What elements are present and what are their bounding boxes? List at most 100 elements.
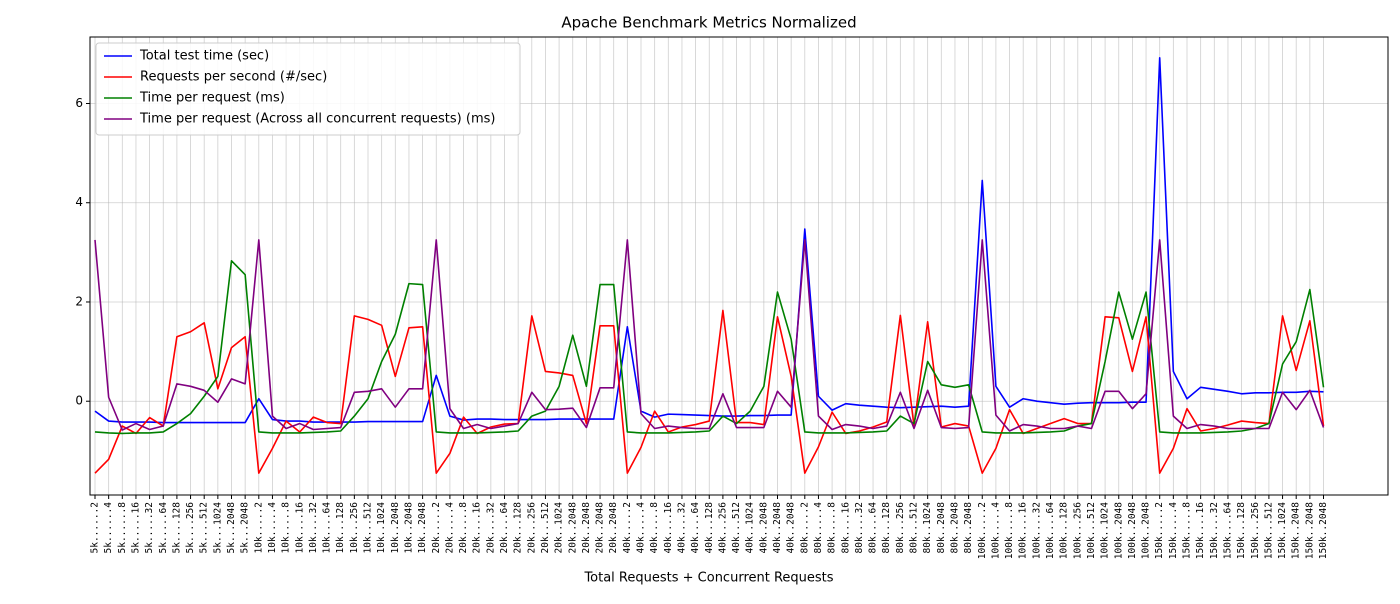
x-tick-label: 150k...256 (1250, 502, 1261, 559)
legend-label: Total test time (sec) (139, 49, 269, 64)
x-axis-label: Total Requests + Concurrent Requests (583, 571, 833, 586)
x-tick-label: 5k....128 (171, 502, 182, 554)
x-tick-label: 20k...128 (513, 502, 524, 554)
x-tick-label: 80k...512 (909, 502, 920, 553)
x-tick-label: 10k.....4 (267, 502, 278, 554)
x-tick-label: 80k.....2 (799, 502, 810, 553)
x-tick-label: 150k..1024 (1277, 502, 1288, 559)
x-tick-label: 40k.....8 (649, 502, 660, 554)
x-tick-label: 80k..2048 (963, 502, 974, 554)
x-tick-label: 100k....16 (1018, 502, 1029, 559)
x-tick-label: 150k..2048 (1318, 502, 1329, 559)
x-tick-label: 20k..2048 (567, 502, 578, 554)
x-tick-label: 5k.....16 (130, 502, 141, 554)
x-tick-label: 100k.....8 (1004, 502, 1015, 559)
x-tick-label: 20k.....2 (431, 502, 442, 553)
legend-label: Requests per second (#/sec) (140, 70, 327, 85)
x-tick-label: 150k.....8 (1182, 502, 1193, 559)
x-tick-label: 100k....64 (1045, 502, 1056, 559)
x-tick-label: 20k...512 (540, 502, 551, 553)
series-line (94, 309, 1325, 474)
x-tick-label: 100k..1024 (1100, 502, 1111, 559)
x-tick-label: 20k..2048 (581, 502, 592, 554)
x-tick-label: 80k..2048 (949, 502, 960, 554)
x-tick-label: 150k....16 (1195, 502, 1206, 559)
x-tick-label: 150k.....4 (1168, 502, 1179, 559)
x-tick-label: 80k.....8 (827, 502, 838, 554)
legend-label: Time per request (ms) (139, 91, 285, 106)
x-tick-label: 100k...256 (1072, 502, 1083, 559)
x-tick-label: 20k....32 (485, 502, 496, 553)
x-tick-label: 80k...128 (881, 502, 892, 554)
x-tick-label: 5k......4 (103, 502, 114, 554)
x-tick-label: 40k.....2 (622, 502, 633, 553)
x-tick-label: 20k.....4 (444, 502, 455, 554)
x-tick-label: 5k...2048 (240, 502, 251, 554)
x-tick-label: 100k...512 (1086, 502, 1097, 559)
x-tick-label: 40k....64 (690, 502, 701, 554)
x-tick-label: 10k...512 (363, 502, 374, 553)
x-tick-label: 5k.....64 (158, 502, 169, 554)
x-tick-label: 5k...1024 (212, 502, 223, 554)
plot-frame (89, 36, 1389, 496)
x-tick-label: 10k.....2 (253, 502, 264, 553)
x-tick-label: 80k...256 (895, 502, 906, 554)
x-tick-label: 10k...128 (335, 502, 346, 554)
x-tick-label: 150k...512 (1263, 502, 1274, 559)
x-tick-label: 100k.....4 (990, 502, 1001, 559)
x-tick-label: 10k..2048 (417, 502, 428, 554)
y-tick-label: 2 (75, 294, 83, 308)
legend: Total test time (sec) Requests per second… (95, 42, 521, 136)
x-tick-label: 80k..1024 (922, 502, 933, 554)
x-tick-label: 40k...256 (717, 502, 728, 554)
x-tick-label: 100k..2048 (1141, 502, 1152, 559)
x-tick-label: 40k....32 (676, 502, 687, 553)
x-tick-label: 80k.....4 (813, 502, 824, 554)
x-tick-label: 5k......8 (117, 502, 128, 554)
x-tick-label: 100k..2048 (1127, 502, 1138, 559)
x-tick-label: 5k...2048 (226, 502, 237, 554)
x-tick-label: 20k.....8 (458, 502, 469, 554)
x-tick-label: 150k..2048 (1304, 502, 1315, 559)
chart-title: Apache Benchmark Metrics Normalized (561, 14, 856, 32)
x-tick-label: 20k...256 (526, 502, 537, 554)
x-tick-label: 10k...256 (349, 502, 360, 554)
x-tick-label: 10k....16 (294, 502, 305, 554)
x-tick-label: 40k....16 (663, 502, 674, 554)
y-tick-label: 4 (75, 195, 83, 209)
x-tick-label: 20k..2048 (595, 502, 606, 554)
x-tick-label: 100k.....2 (977, 502, 988, 559)
x-tick-label: 150k...128 (1236, 502, 1247, 559)
series-line (94, 239, 1325, 432)
x-tick-label: 5k....256 (185, 502, 196, 554)
x-tick-label: 10k.....8 (281, 502, 292, 554)
x-tick-label: 10k..2048 (403, 502, 414, 554)
x-tick-label: 100k..2048 (1113, 502, 1124, 559)
legend-box (95, 42, 521, 136)
x-tick-label: 5k......2 (90, 502, 101, 553)
x-tick-label: 40k...128 (704, 502, 715, 554)
x-tick-label: 20k....64 (499, 502, 510, 554)
x-tick-label: 5k....512 (199, 502, 210, 553)
y-tick-label: 0 (75, 394, 83, 408)
x-tick-label: 40k..2048 (772, 502, 783, 554)
x-tick-label: 5k.....32 (144, 502, 155, 553)
x-tick-label: 10k....32 (308, 502, 319, 553)
y-tick-label: 6 (75, 96, 83, 110)
x-tick-label: 80k....32 (854, 502, 865, 553)
x-tick-label: 40k.....4 (636, 502, 647, 554)
x-tick-label: 100k....32 (1031, 502, 1042, 559)
x-tick-label: 150k.....2 (1154, 502, 1165, 559)
x-tick-label: 80k....16 (840, 502, 851, 554)
x-tick-label: 40k..2048 (786, 502, 797, 554)
legend-label: Time per request (Across all concurrent … (139, 112, 495, 127)
x-tick-label: 150k..2048 (1291, 502, 1302, 559)
x-tick-label: 20k..2048 (608, 502, 619, 554)
x-tick-label: 150k....32 (1209, 502, 1220, 559)
x-tick-label: 100k...128 (1059, 502, 1070, 559)
series-line (94, 259, 1325, 435)
x-tick-label: 80k....64 (868, 502, 879, 554)
x-tick-label: 10k..2048 (390, 502, 401, 554)
x-tick-label: 10k..1024 (376, 502, 387, 554)
